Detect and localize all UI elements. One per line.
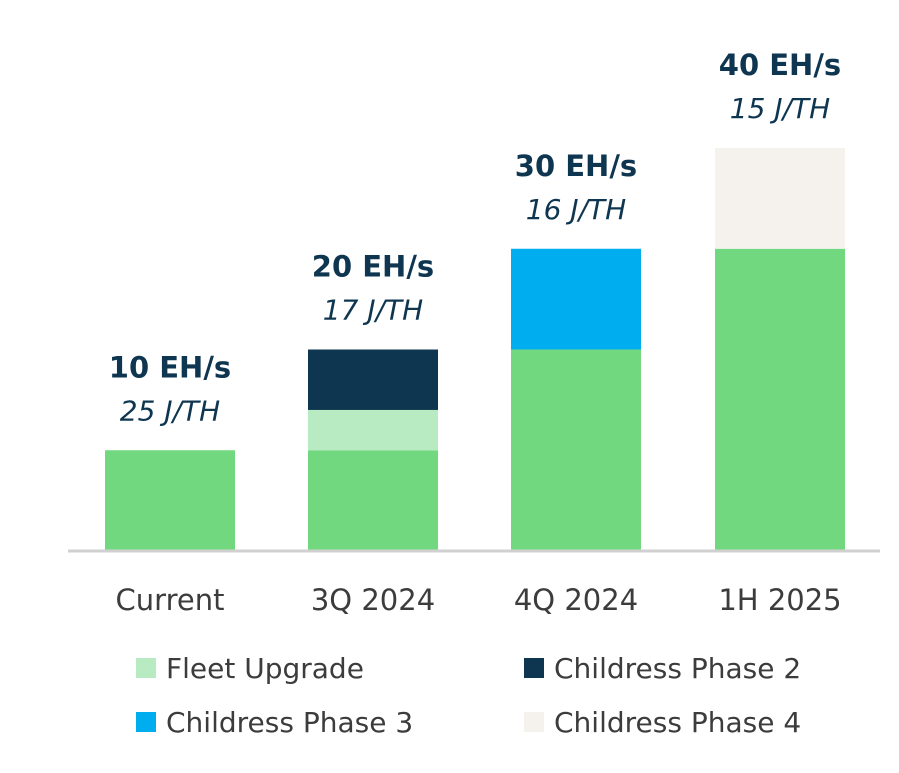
bar-4q-2024-base — [511, 349, 641, 551]
bar-1h-2025-base — [715, 248, 845, 551]
legend-label-childress-phase-2: Childress Phase 2 — [554, 652, 801, 685]
bar-3q-2024-base — [308, 450, 438, 551]
legend-label-fleet-upgrade: Fleet Upgrade — [166, 652, 364, 685]
legend-label-childress-phase-4: Childress Phase 4 — [554, 706, 801, 739]
efficiency-label-4q-2024: 16 J/TH — [526, 193, 626, 226]
total-label-4q-2024: 30 EH/s — [515, 149, 637, 183]
total-label-1h-2025: 40 EH/s — [719, 48, 841, 82]
x-tick-current: Current — [116, 583, 225, 617]
bar-4q-2024-childress-phase-3 — [511, 248, 641, 350]
legend-label-childress-phase-3: Childress Phase 3 — [166, 706, 413, 739]
labels-layer: 10 EH/s 25 J/TH 20 EH/s 17 J/TH 30 EH/s 16 J/… — [109, 48, 841, 427]
total-label-current: 10 EH/s — [109, 350, 231, 384]
bar-3q-2024-childress-phase-2 — [308, 349, 438, 410]
bar-1h-2025-childress-phase-4 — [715, 148, 845, 249]
x-tick-3q-2024: 3Q 2024 — [311, 583, 435, 617]
legend-swatch-childress-phase-3 — [136, 712, 156, 732]
legend-swatch-childress-phase-4 — [524, 712, 544, 732]
efficiency-label-3q-2024: 17 J/TH — [323, 294, 423, 327]
legend-swatch-childress-phase-2 — [524, 658, 544, 678]
efficiency-label-current: 25 J/TH — [120, 394, 220, 427]
x-tick-labels: Current 3Q 2024 4Q 2024 1H 2025 — [116, 583, 842, 617]
x-tick-4q-2024: 4Q 2024 — [514, 583, 638, 617]
total-label-3q-2024: 20 EH/s — [312, 250, 434, 284]
legend: Fleet Upgrade Childress Phase 2 Childress … — [136, 652, 801, 739]
bar-current-base — [105, 450, 235, 551]
x-tick-1h-2025: 1H 2025 — [718, 583, 841, 617]
legend-swatch-fleet-upgrade — [136, 658, 156, 678]
bar-3q-2024-fleet-upgrade — [308, 409, 438, 451]
bars-layer — [105, 148, 845, 551]
efficiency-label-1h-2025: 15 J/TH — [730, 92, 830, 125]
